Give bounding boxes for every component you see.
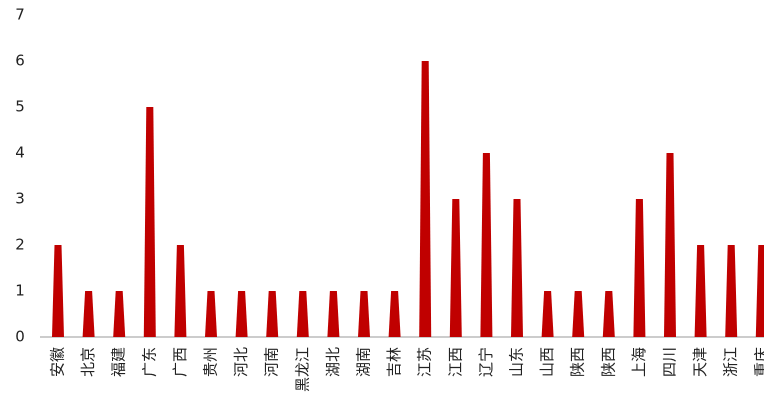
x-tick-label: 陕西 (569, 347, 587, 377)
x-tick-label: 湖北 (324, 347, 342, 377)
bar (541, 291, 554, 337)
y-tick-label: 2 (15, 236, 25, 254)
x-tick-label: 辽宁 (477, 347, 495, 377)
x-tick-label: 广西 (171, 347, 189, 377)
bar (480, 153, 493, 337)
bar (358, 291, 370, 337)
bar (174, 245, 187, 337)
bar (725, 245, 738, 337)
bar (664, 153, 676, 337)
x-tick-label: 贵州 (202, 347, 220, 377)
x-tick-label: 河北 (232, 347, 250, 377)
x-tick-label: 天津 (691, 347, 709, 377)
x-tick-label: 安徽 (49, 347, 67, 377)
bar (296, 291, 309, 337)
x-tick-label: 湖南 (355, 347, 373, 377)
x-tick-label: 广东 (140, 347, 158, 377)
bar (449, 199, 462, 337)
x-tick-label: 山东 (508, 347, 526, 377)
bar (419, 61, 432, 337)
bar (602, 291, 615, 337)
x-tick-label: 山西 (538, 347, 556, 377)
bar (205, 291, 217, 337)
x-tick-label: 重庆 (752, 347, 764, 377)
x-tick-label: 黑龙江 (293, 347, 311, 392)
y-tick-label: 0 (15, 328, 25, 346)
y-tick-label: 1 (15, 282, 25, 300)
x-tick-label: 四川 (661, 347, 679, 377)
bar (511, 199, 523, 337)
x-tick-label: 浙江 (722, 347, 740, 377)
bar (143, 107, 156, 337)
bar (113, 291, 126, 337)
bar (82, 291, 95, 337)
bar (633, 199, 646, 337)
x-tick-label: 北京 (79, 347, 97, 377)
x-tick-label: 上海 (630, 347, 648, 377)
bar (694, 245, 707, 337)
y-tick-label: 5 (15, 98, 25, 116)
bar (235, 291, 248, 337)
bar (572, 291, 585, 337)
y-tick-label: 6 (15, 52, 25, 70)
y-tick-label: 3 (15, 190, 25, 208)
x-tick-label: 江苏 (416, 347, 434, 377)
x-tick-label: 福建 (110, 347, 128, 377)
bar (327, 291, 340, 337)
y-tick-label: 4 (15, 144, 25, 162)
x-tick-label: 陕西 (599, 347, 617, 377)
x-tick-label: 吉林 (385, 347, 403, 377)
bar (52, 245, 64, 337)
y-tick-label: 7 (15, 6, 25, 24)
bar (755, 245, 764, 337)
x-tick-label: 河南 (263, 347, 281, 377)
bar (266, 291, 279, 337)
bar (388, 291, 401, 337)
x-tick-label: 江西 (446, 347, 464, 377)
